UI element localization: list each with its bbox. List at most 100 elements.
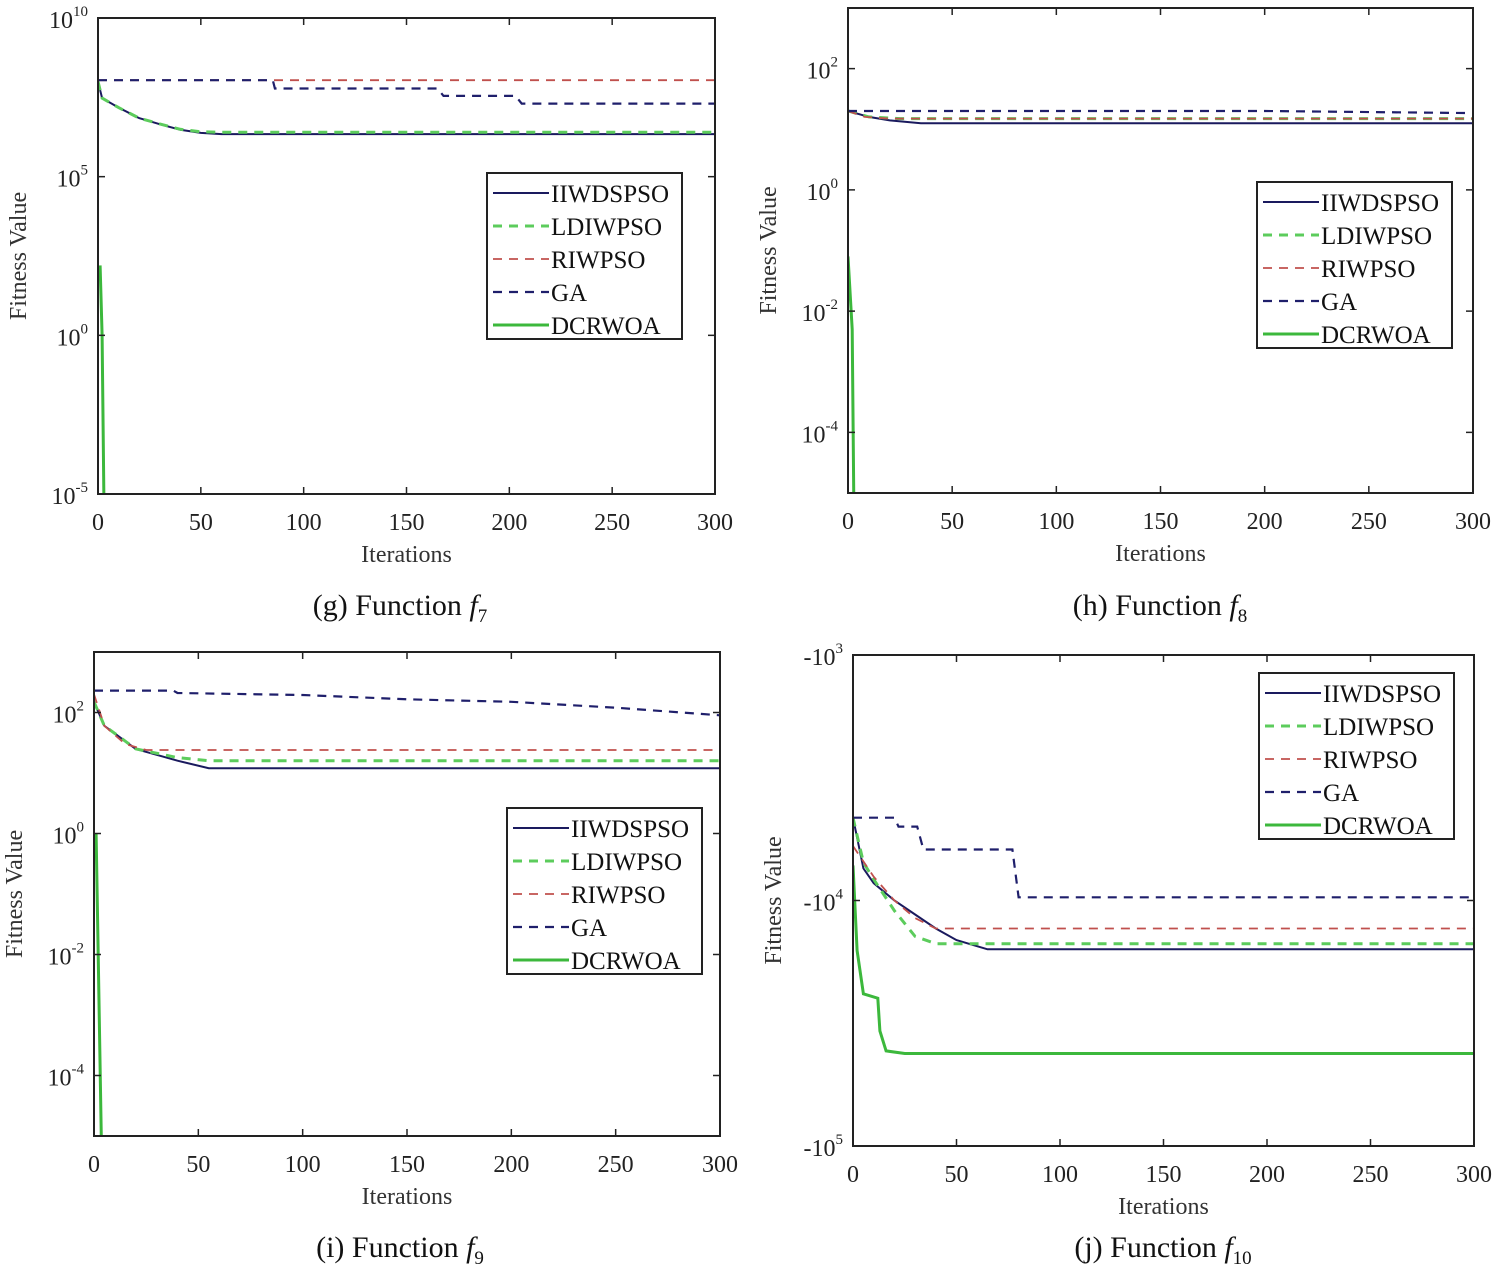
legend-label: RIWPSO: [551, 247, 645, 274]
x-tick-label: 100: [285, 1152, 321, 1178]
y-tick-exponent: 0: [81, 321, 89, 337]
legend: IIWDSPSO LDIWPSO RIWPSO GA DCRWOA: [1256, 181, 1453, 349]
caption-function-subscript: 8: [1238, 606, 1248, 627]
y-tick-base: 10: [802, 301, 826, 327]
x-tick-label: 0: [842, 509, 854, 535]
x-tick-label: 200: [493, 1152, 529, 1178]
x-tick-label: 50: [186, 1152, 210, 1178]
series-line-riwpso: [848, 110, 1473, 120]
legend-label: IIWDSPSO: [571, 816, 689, 843]
x-tick-label: 100: [286, 510, 322, 536]
caption-function-subscript: 10: [1233, 1248, 1252, 1269]
y-axis-label: Fitness Value: [756, 186, 782, 314]
subplot-caption: (h) Function f8: [1073, 589, 1248, 627]
subplot-3: 0 50 100 150 200 250 300-103-104-105Iterations…: [761, 641, 1492, 1269]
legend-label: DCRWOA: [1323, 813, 1433, 840]
legend-box: [506, 807, 703, 975]
legend-box: [1256, 181, 1453, 349]
caption-prefix: (g) Function: [313, 589, 470, 622]
y-tick-base: 10: [48, 945, 72, 971]
y-tick-label: 100: [57, 321, 89, 351]
y-tick-exponent: 10: [73, 4, 88, 20]
x-tick-label: 0: [847, 1162, 859, 1188]
series-line-dcrwoa: [853, 865, 1474, 1055]
y-tick-base: 10: [48, 1066, 72, 1092]
y-axis-label: Fitness Value: [761, 836, 787, 964]
y-tick-base: 10: [57, 167, 81, 193]
series-line-ga: [98, 79, 715, 105]
y-tick-label: 10-4: [48, 1062, 85, 1092]
y-tick-base: 10: [57, 325, 81, 351]
y-tick-label: 102: [53, 699, 85, 729]
x-tick-label: 250: [1351, 509, 1387, 535]
y-tick-label: -103: [804, 641, 844, 671]
legend-label: DCRWOA: [551, 313, 661, 340]
y-axis-label: Fitness Value: [6, 192, 32, 320]
x-tick-label: 100: [1038, 509, 1074, 535]
y-tick-exponent: 3: [836, 641, 844, 657]
x-tick-label: 150: [1143, 509, 1179, 535]
y-tick-label: 100: [807, 176, 839, 206]
legend: IIWDSPSO LDIWPSO RIWPSO GA DCRWOA: [506, 807, 703, 975]
x-tick-label: 50: [945, 1162, 969, 1188]
y-tick-label: 100: [53, 820, 85, 850]
subplot-caption: (g) Function f7: [313, 589, 488, 627]
y-tick-exponent: -4: [72, 1062, 85, 1078]
y-tick-exponent: 2: [77, 699, 85, 715]
legend-label: GA: [1323, 780, 1359, 807]
legend-label: IIWDSPSO: [1321, 190, 1439, 217]
series-line-dcrwoa: [94, 833, 103, 1136]
x-tick-label: 250: [1353, 1162, 1389, 1188]
series-line-riwpso: [94, 694, 720, 751]
y-tick-base: 10: [53, 703, 77, 729]
legend-label: GA: [551, 280, 587, 307]
legend-box: [486, 172, 683, 340]
x-axis-label: Iterations: [361, 542, 452, 568]
series-line-ga: [848, 109, 1473, 115]
x-tick-label: 300: [697, 510, 733, 536]
x-tick-label: 150: [389, 1152, 425, 1178]
legend-label: GA: [1321, 289, 1357, 316]
series-line-iiwdspso: [848, 110, 1473, 125]
x-axis-label: Iterations: [1118, 1194, 1209, 1220]
series-line-ldiwpso: [94, 701, 720, 763]
y-tick-exponent: 4: [836, 887, 844, 903]
x-tick-label: 200: [1247, 509, 1283, 535]
y-tick-base: 10: [52, 484, 76, 510]
legend-label: DCRWOA: [571, 948, 681, 975]
y-tick-exponent: -2: [72, 941, 85, 957]
y-tick-base: 10: [807, 59, 831, 85]
subplot-caption: (i) Function f9: [316, 1231, 484, 1269]
y-tick-base: 10: [53, 824, 77, 850]
series-line-riwpso: [853, 845, 1474, 930]
legend-label: LDIWPSO: [1321, 223, 1432, 250]
series-line-ldiwpso: [853, 817, 1474, 946]
legend-label: LDIWPSO: [551, 214, 662, 241]
y-tick-label: 1010: [49, 4, 88, 34]
x-tick-label: 50: [189, 510, 213, 536]
x-tick-label: 300: [1456, 1162, 1492, 1188]
legend-label: LDIWPSO: [1323, 714, 1434, 741]
y-tick-label: 102: [807, 55, 839, 85]
subplot-0: 0 50 100 150 200 250 300101010510010-5Iteratio…: [6, 4, 733, 627]
legend: IIWDSPSO LDIWPSO RIWPSO GA DCRWOA: [486, 172, 683, 340]
x-tick-label: 0: [88, 1152, 100, 1178]
caption-prefix: (h) Function: [1073, 589, 1230, 622]
y-tick-label: 10-5: [52, 480, 89, 510]
series-line-iiwdspso: [98, 81, 715, 136]
y-tick-label: 10-2: [802, 297, 839, 327]
legend-label: GA: [571, 915, 607, 942]
caption-prefix: (i) Function: [316, 1231, 466, 1264]
y-tick-base: -10: [804, 1136, 836, 1162]
series-line-dcrwoa: [848, 256, 856, 493]
legend-box: [1258, 672, 1455, 840]
y-tick-exponent: 5: [836, 1132, 844, 1148]
y-tick-exponent: -5: [76, 480, 89, 496]
y-tick-exponent: 0: [77, 820, 85, 836]
x-tick-label: 50: [940, 509, 964, 535]
series-line-dcrwoa: [98, 265, 106, 494]
series-line-ldiwpso: [98, 81, 715, 134]
caption-function-subscript: 9: [474, 1248, 484, 1269]
y-tick-label: 105: [57, 163, 89, 193]
